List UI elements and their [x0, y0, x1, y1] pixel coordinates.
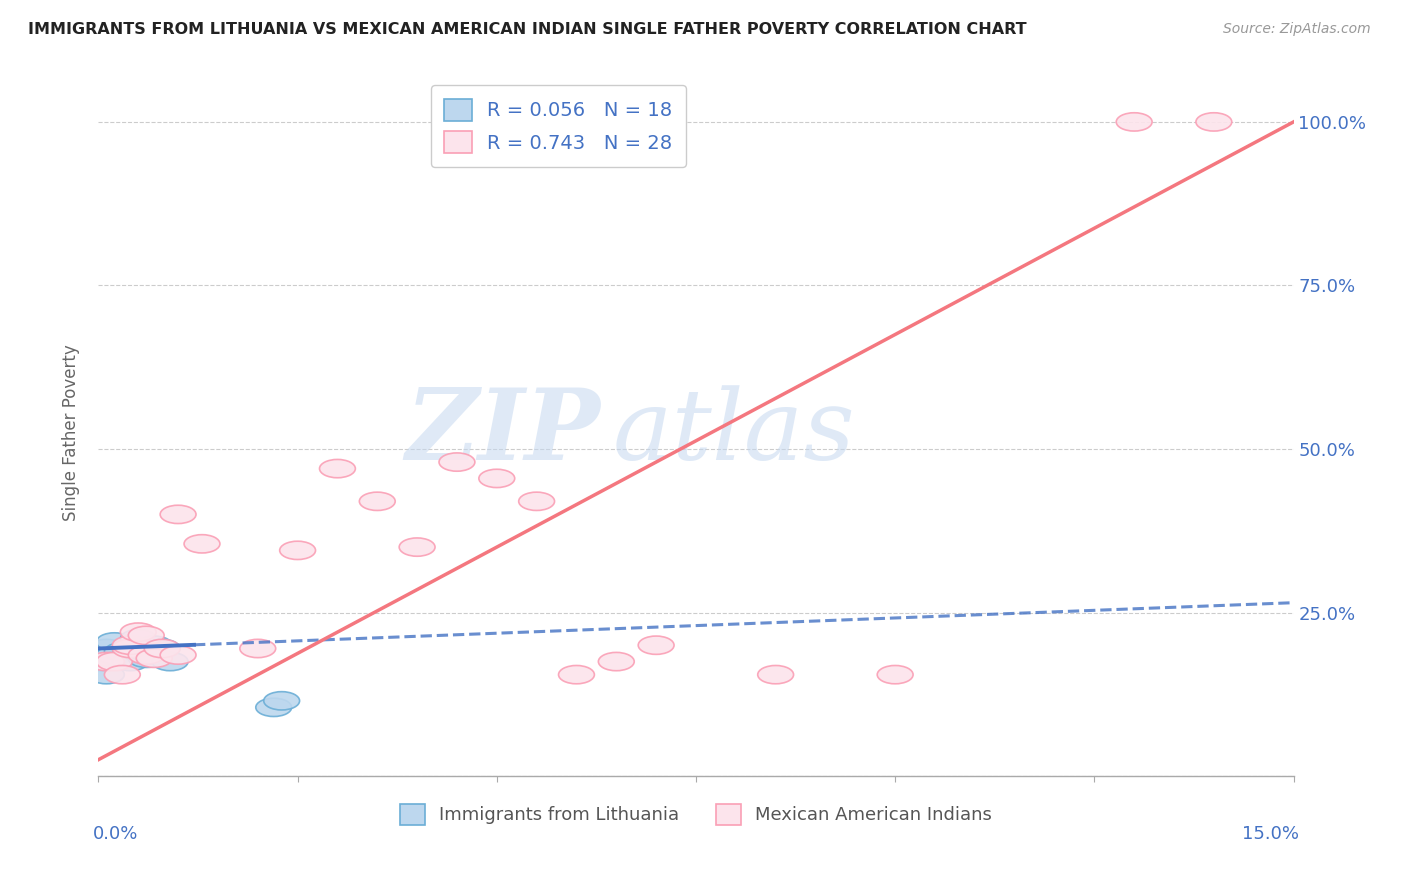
Ellipse shape [97, 652, 132, 671]
Ellipse shape [128, 649, 165, 667]
Ellipse shape [758, 665, 793, 684]
Ellipse shape [128, 642, 165, 661]
Ellipse shape [152, 652, 188, 671]
Ellipse shape [89, 652, 124, 671]
Ellipse shape [104, 642, 141, 661]
Ellipse shape [112, 640, 148, 657]
Ellipse shape [121, 630, 156, 648]
Ellipse shape [319, 459, 356, 478]
Ellipse shape [136, 646, 172, 665]
Ellipse shape [128, 626, 165, 645]
Ellipse shape [104, 665, 141, 684]
Ellipse shape [558, 665, 595, 684]
Ellipse shape [121, 642, 156, 661]
Ellipse shape [280, 541, 315, 559]
Ellipse shape [145, 640, 180, 657]
Text: 0.0%: 0.0% [93, 825, 138, 844]
Text: atlas: atlas [613, 385, 855, 480]
Ellipse shape [519, 492, 554, 510]
Text: ZIP: ZIP [405, 384, 600, 481]
Ellipse shape [136, 649, 172, 667]
Y-axis label: Single Father Poverty: Single Father Poverty [62, 344, 80, 521]
Ellipse shape [89, 640, 124, 657]
Ellipse shape [1116, 112, 1152, 131]
Ellipse shape [877, 665, 912, 684]
Ellipse shape [145, 640, 180, 657]
Ellipse shape [112, 636, 148, 655]
Ellipse shape [439, 453, 475, 471]
Ellipse shape [599, 652, 634, 671]
Ellipse shape [184, 534, 219, 553]
Ellipse shape [121, 623, 156, 641]
Ellipse shape [360, 492, 395, 510]
Ellipse shape [256, 698, 291, 716]
Ellipse shape [240, 640, 276, 657]
Text: Source: ZipAtlas.com: Source: ZipAtlas.com [1223, 22, 1371, 37]
Ellipse shape [399, 538, 434, 557]
Ellipse shape [1197, 112, 1232, 131]
Ellipse shape [84, 652, 121, 671]
Ellipse shape [160, 646, 195, 665]
Ellipse shape [112, 652, 148, 671]
Ellipse shape [136, 636, 172, 655]
Legend: Immigrants from Lithuania, Mexican American Indians: Immigrants from Lithuania, Mexican Ameri… [389, 793, 1002, 836]
Ellipse shape [264, 691, 299, 710]
Text: 15.0%: 15.0% [1243, 825, 1299, 844]
Ellipse shape [479, 469, 515, 488]
Ellipse shape [160, 505, 195, 524]
Ellipse shape [128, 646, 165, 665]
Ellipse shape [97, 646, 132, 665]
Text: IMMIGRANTS FROM LITHUANIA VS MEXICAN AMERICAN INDIAN SINGLE FATHER POVERTY CORRE: IMMIGRANTS FROM LITHUANIA VS MEXICAN AME… [28, 22, 1026, 37]
Ellipse shape [112, 640, 148, 657]
Ellipse shape [638, 636, 673, 655]
Ellipse shape [97, 632, 132, 651]
Ellipse shape [89, 665, 124, 684]
